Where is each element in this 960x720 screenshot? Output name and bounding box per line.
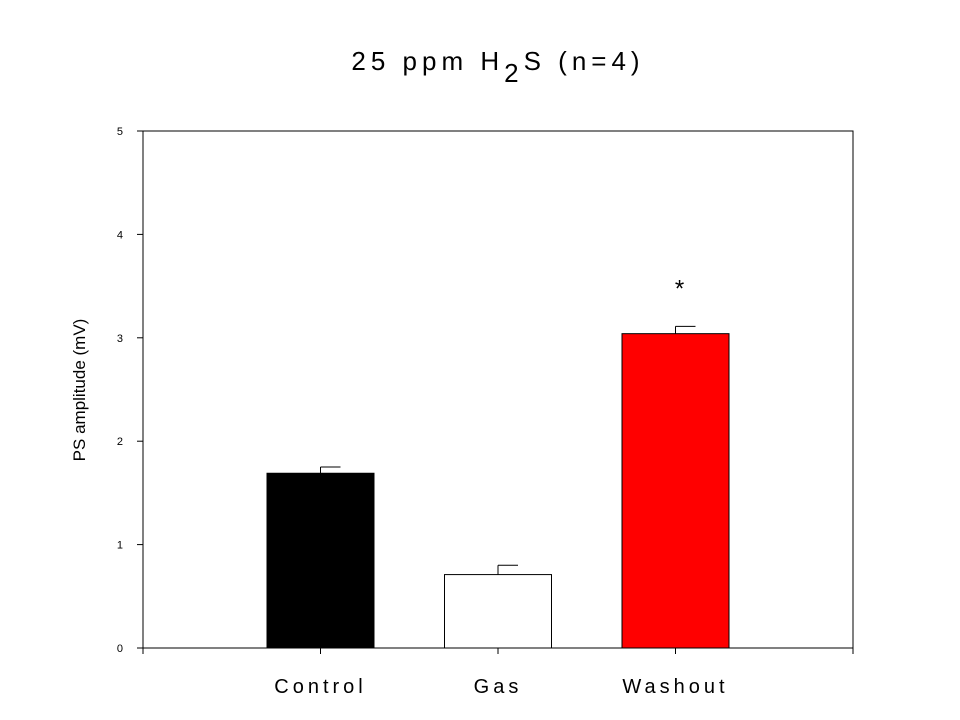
bars	[266, 333, 730, 649]
significance-marker: *	[675, 275, 684, 302]
category-labels: Control Gas Washout	[142, 648, 854, 698]
annotations: *	[675, 275, 684, 302]
bar-washout	[621, 333, 730, 649]
y-axis-ticks: 0 1 2 3 4 5	[117, 126, 143, 655]
y-tick-label: 2	[117, 436, 123, 448]
y-tick-label: 4	[117, 229, 123, 241]
error-bars	[320, 325, 696, 575]
y-tick-label: 5	[117, 126, 123, 138]
title-suffix: S (n=4)	[524, 46, 645, 76]
y-tick-label: 3	[117, 333, 123, 345]
bar-control	[266, 472, 375, 649]
title-prefix: 25 ppm H	[351, 46, 504, 76]
bar-gas	[444, 574, 552, 649]
y-tick-label: 1	[117, 540, 123, 552]
category-label-control: Control	[274, 676, 366, 698]
title-subscript: 2	[504, 58, 523, 88]
y-axis-label: PS amplitude (mV)	[70, 319, 89, 462]
y-tick-label: 0	[117, 643, 123, 655]
category-label-washout: Washout	[622, 676, 728, 698]
category-label-gas: Gas	[474, 676, 523, 698]
chart-title: 25 ppm H2S (n=4)	[351, 46, 644, 88]
